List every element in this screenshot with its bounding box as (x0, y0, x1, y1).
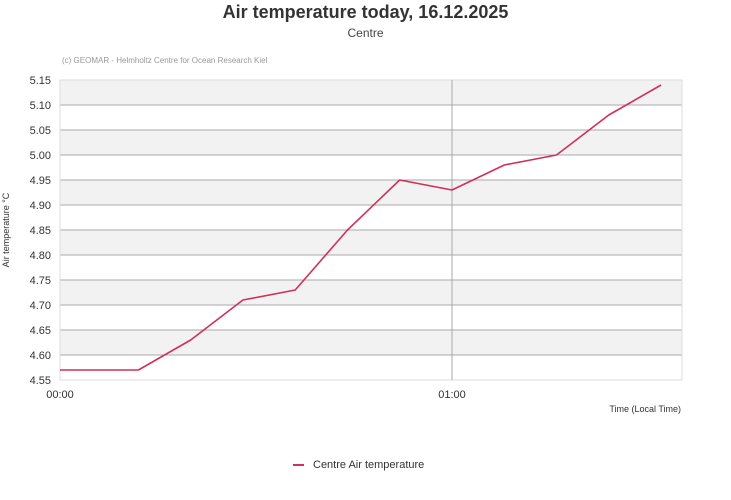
x-axis-ticks: 00:00 01:00 (46, 389, 466, 401)
svg-text:4.60: 4.60 (30, 350, 51, 362)
svg-text:4.65: 4.65 (30, 325, 51, 337)
grid-lines (59, 79, 683, 381)
svg-text:4.70: 4.70 (30, 300, 51, 312)
svg-text:4.85: 4.85 (30, 225, 51, 237)
svg-text:5.05: 5.05 (30, 125, 51, 137)
svg-text:4.80: 4.80 (30, 250, 51, 262)
plot-bands (60, 80, 682, 380)
y-axis-label: Air temperature °C (1, 192, 11, 267)
svg-text:4.75: 4.75 (30, 275, 51, 287)
svg-text:00:00: 00:00 (46, 389, 74, 401)
legend-line-icon (293, 464, 304, 466)
svg-text:5.15: 5.15 (30, 75, 51, 87)
svg-text:5.10: 5.10 (30, 100, 51, 112)
x-axis-label: Time (Local Time) (609, 404, 681, 414)
svg-text:4.95: 4.95 (30, 175, 51, 187)
svg-text:01:00: 01:00 (438, 389, 466, 401)
chart-title: Air temperature today, 16.12.2025 (222, 2, 509, 22)
series-line-centre-air-temperature[interactable] (60, 84, 662, 371)
svg-text:5.00: 5.00 (30, 150, 51, 162)
svg-text:4.90: 4.90 (30, 200, 51, 212)
legend-label: Centre Air temperature (313, 459, 425, 471)
credit-text: (c) GEOMAR - Helmholtz Centre for Ocean … (62, 56, 268, 65)
legend-item[interactable]: Centre Air temperature (293, 459, 424, 471)
chart-subtitle: Centre (347, 26, 384, 40)
svg-text:4.55: 4.55 (30, 375, 51, 387)
y-axis-ticks: 4.55 4.60 4.65 4.70 4.75 4.80 4.85 4.90 4.95 5.00… (30, 75, 51, 387)
